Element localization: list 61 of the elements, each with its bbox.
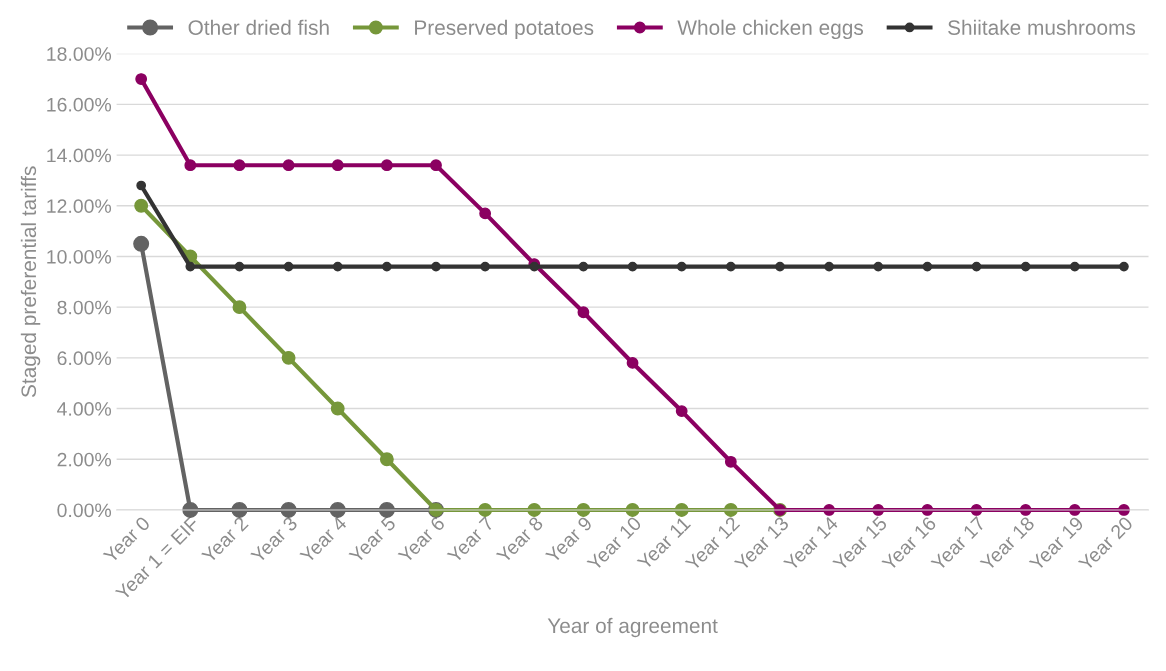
y-tick-label: 14.00%: [47, 148, 112, 163]
point: [627, 261, 638, 272]
point: [1119, 261, 1129, 272]
point: [232, 300, 247, 315]
y-tick-label: 10.00%: [47, 249, 112, 264]
y-tick-label: 2.00%: [57, 452, 112, 467]
legend-label: Shiitake mushrooms: [948, 19, 1136, 35]
point: [724, 455, 737, 468]
point: [725, 261, 736, 272]
point: [283, 261, 294, 272]
point: [332, 261, 343, 272]
point: [578, 261, 589, 272]
point: [922, 261, 933, 272]
y-tick-label: 0.00%: [57, 503, 112, 518]
y-axis-title: Staged preferential tariffs: [20, 166, 41, 398]
point: [873, 261, 884, 272]
point: [480, 261, 491, 272]
y-tick-label: 12.00%: [47, 199, 112, 214]
x-tick-label: Year 4: [299, 515, 348, 564]
point: [281, 350, 296, 365]
x-tick-label: Year 3: [250, 515, 299, 564]
point: [282, 159, 295, 172]
x-tick-label: Year 5: [348, 515, 397, 564]
point: [135, 73, 148, 85]
legend-label: Preserved potatoes: [415, 19, 594, 40]
y-tick-label: 6.00%: [57, 351, 112, 366]
point: [331, 159, 344, 172]
x-tick-label: Year 6: [397, 515, 446, 564]
point: [380, 159, 393, 172]
point: [184, 159, 197, 172]
y-tick-label: 16.00%: [47, 97, 112, 112]
point: [234, 261, 245, 272]
point: [431, 261, 441, 272]
point: [479, 207, 492, 220]
y-tick-label: 8.00%: [57, 300, 112, 315]
point: [430, 159, 442, 172]
legend-label: Other dried fish: [188, 19, 329, 35]
point: [133, 235, 150, 252]
point: [1069, 261, 1080, 272]
point: [971, 261, 982, 272]
point: [185, 261, 196, 272]
y-tick-label: 4.00%: [57, 402, 112, 416]
legend-label: Whole chicken eggs: [677, 19, 864, 40]
point: [577, 306, 590, 319]
point: [1020, 261, 1031, 272]
y-tick-label: 18.00%: [47, 47, 112, 61]
point: [824, 261, 834, 272]
point: [675, 405, 688, 418]
point: [379, 452, 394, 467]
point: [136, 180, 147, 191]
point: [233, 159, 246, 172]
point: [676, 261, 687, 272]
point: [626, 357, 639, 369]
x-axis-title: Year of agreement: [547, 617, 718, 638]
x-tick-label: Year 7: [446, 516, 495, 564]
x-tick-label: Year 2: [200, 515, 249, 564]
x-tick-label: Year 8: [495, 515, 544, 564]
point: [382, 261, 392, 272]
point: [134, 198, 149, 213]
point: [775, 261, 785, 272]
point: [330, 401, 345, 416]
